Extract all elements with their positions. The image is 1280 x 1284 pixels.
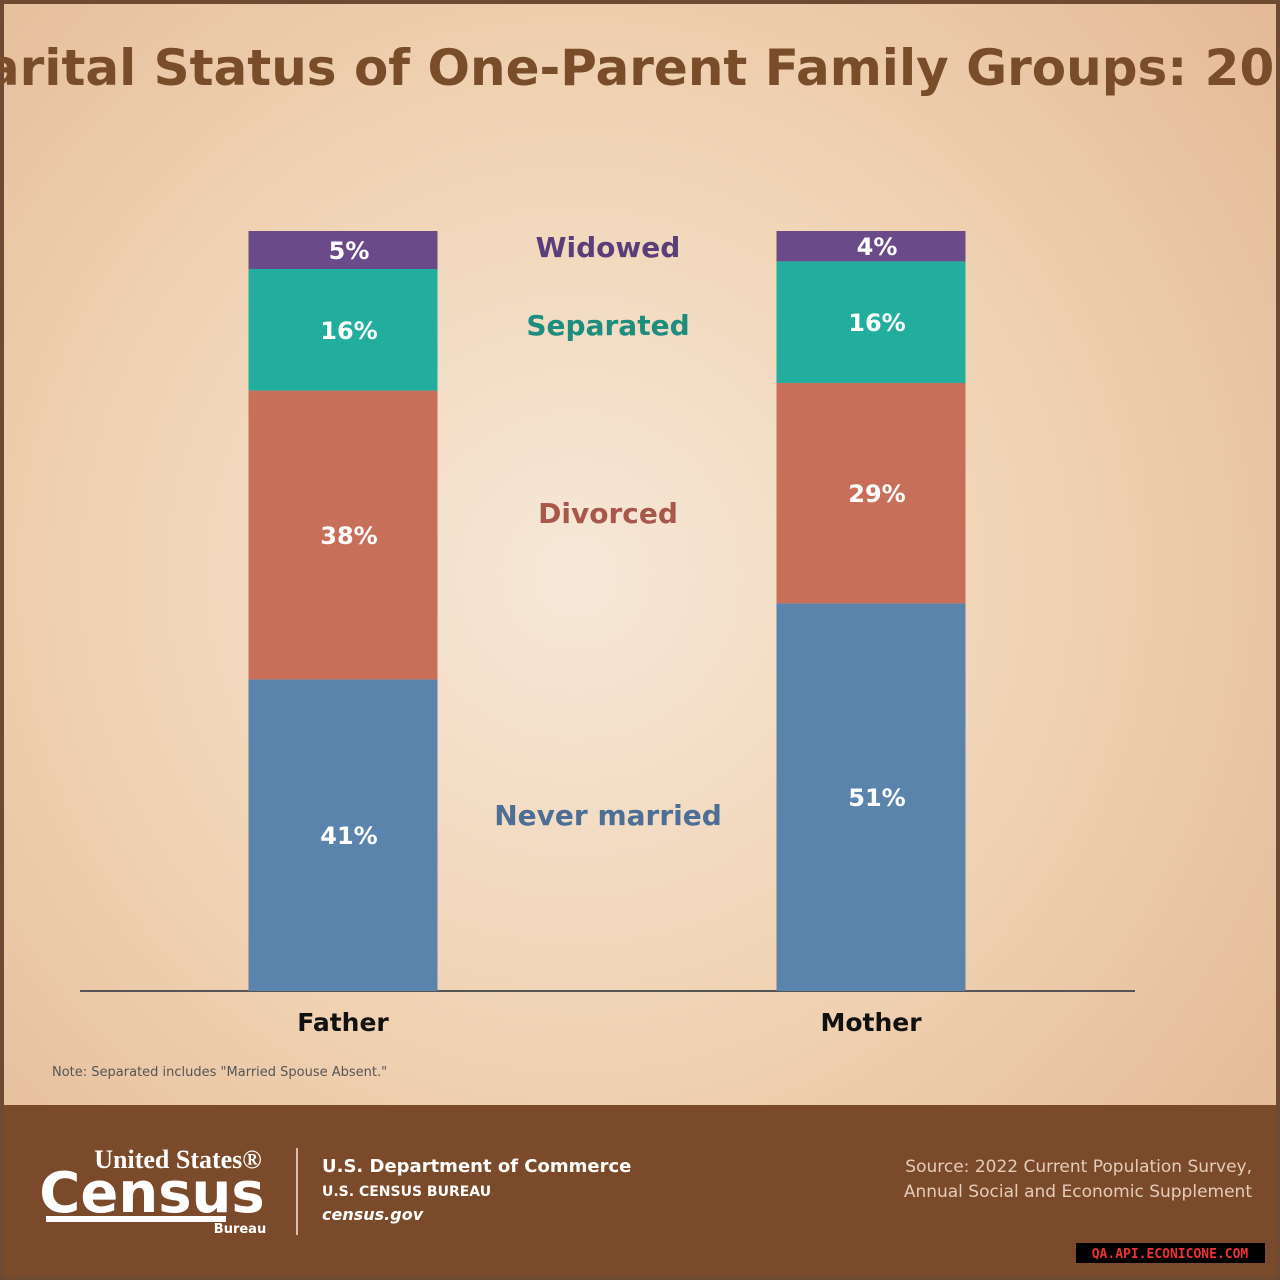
value-label: 38%	[320, 522, 377, 550]
logo-bottom: Bureau	[214, 1222, 266, 1237]
value-label: 5%	[329, 237, 370, 265]
bar-segment	[776, 231, 966, 262]
category-label: Mother	[820, 1008, 922, 1037]
series-label: Never married	[494, 799, 722, 832]
series-label: Divorced	[538, 497, 678, 530]
series-label: Widowed	[536, 231, 681, 264]
department: U.S. Department of Commerce	[322, 1156, 631, 1177]
value-label: 51%	[848, 784, 905, 812]
bar-segment	[248, 679, 438, 991]
value-label: 16%	[848, 309, 905, 337]
watermark-box	[1076, 1243, 1265, 1263]
bar-segment	[776, 261, 966, 383]
footer-band	[4, 1105, 1276, 1276]
category-label: Father	[297, 1008, 389, 1037]
source-line: Source: 2022 Current Population Survey,	[905, 1157, 1252, 1177]
bar-segment	[776, 383, 966, 604]
series-label: Separated	[526, 309, 689, 342]
logo-underline	[46, 1216, 226, 1222]
logo-main: Census	[39, 1161, 264, 1226]
value-label: 4%	[857, 233, 898, 261]
website: census.gov	[322, 1205, 424, 1224]
logo-top: United States®	[94, 1145, 261, 1174]
bar-segment	[248, 269, 438, 391]
source-line: Annual Social and Economic Supplement	[904, 1182, 1253, 1202]
bar-segment	[248, 231, 438, 269]
bar-segment	[248, 390, 438, 680]
chart-title: Marital Status of One-Parent Family Grou…	[0, 39, 1280, 97]
value-label: 29%	[848, 480, 905, 508]
bar-segment	[776, 603, 966, 991]
value-label: 41%	[320, 822, 377, 850]
value-label: 16%	[320, 317, 377, 345]
bureau: U.S. CENSUS BUREAU	[322, 1184, 491, 1200]
watermark: QA.API.ECONICONE.COM	[1092, 1247, 1249, 1262]
note: Note: Separated includes "Married Spouse…	[52, 1065, 387, 1080]
